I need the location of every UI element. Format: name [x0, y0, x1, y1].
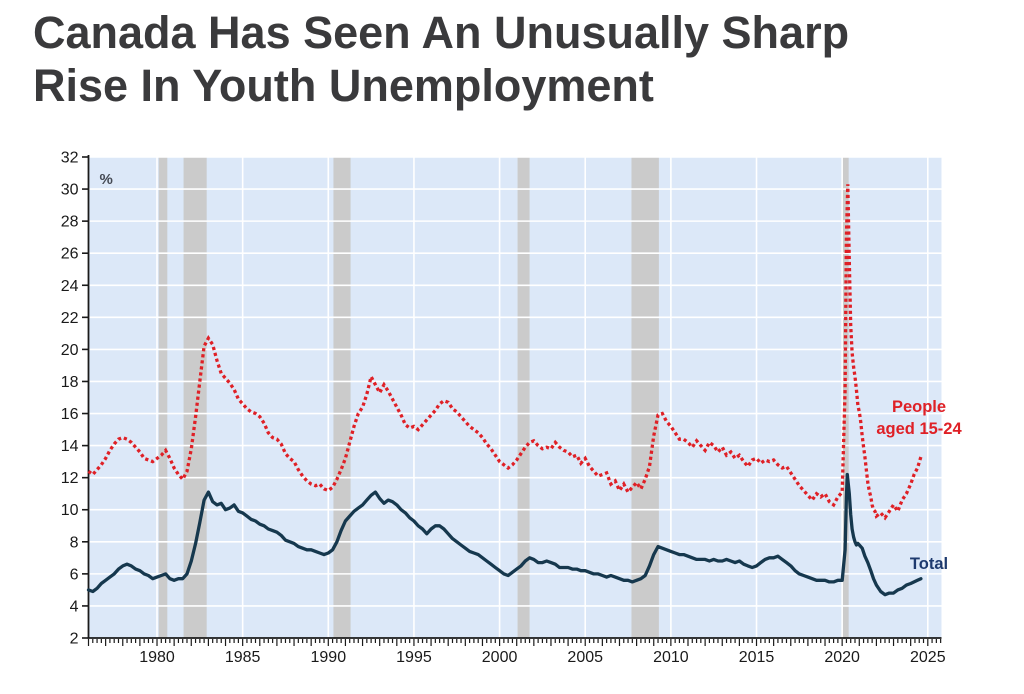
x-tick-label: 2005: [567, 649, 603, 666]
total-series-label: Total: [910, 555, 948, 573]
svg-text:aged 15-24: aged 15-24: [876, 420, 962, 438]
gridlines: [88, 156, 942, 638]
y-tick-label: 12: [61, 470, 79, 487]
y-tick-label: 30: [61, 182, 79, 199]
youth-series-line: [87, 184, 923, 521]
x-tick-label: 1985: [225, 649, 261, 666]
y-tick-label: 14: [61, 438, 79, 455]
x-axis-labels: 1980 1985 1990 1995 2000 2005 2010 2015 2020 2025: [139, 649, 945, 666]
y-tick-label: 28: [61, 214, 79, 231]
y-tick-label: 24: [61, 278, 79, 295]
y-tick-label: 22: [61, 310, 79, 327]
x-axis-ticks: [87, 639, 942, 646]
y-tick-label: 20: [61, 342, 79, 359]
chart-title: Canada Has Seen An Unusually Sharp Rise I…: [33, 6, 849, 112]
y-tick-label: 6: [70, 566, 79, 583]
chart-title-line1: Canada Has Seen An Unusually Sharp: [33, 7, 850, 58]
svg-text:People: People: [892, 398, 946, 416]
y-tick-label: 10: [61, 502, 79, 519]
y-tick-label: 26: [61, 246, 79, 263]
x-tick-label: 2015: [739, 649, 775, 666]
youth-series-label: People aged 15-24: [876, 398, 962, 438]
y-tick-label: 32: [61, 150, 79, 167]
percent-unit-label: %: [100, 171, 113, 188]
plot-background: [88, 157, 942, 638]
total-series-line: [86, 472, 923, 597]
chart-title-line2: Rise In Youth Unemployment: [33, 60, 654, 111]
svg-text:Total: Total: [910, 555, 948, 573]
x-tick-label: 2000: [482, 649, 518, 666]
x-tick-label: 1990: [311, 649, 347, 666]
x-tick-label: 1980: [139, 649, 175, 666]
x-tick-label: 1995: [396, 649, 432, 666]
y-tick-label: 2: [70, 631, 79, 648]
x-tick-label: 2010: [653, 649, 689, 666]
y-tick-label: 18: [61, 374, 79, 391]
x-tick-label: 2020: [824, 649, 860, 666]
y-tick-label: 8: [70, 534, 79, 551]
y-tick-label: 4: [70, 598, 79, 615]
axes: [87, 155, 942, 639]
y-tick-label: 16: [61, 406, 79, 423]
x-tick-label: 2025: [910, 649, 946, 666]
